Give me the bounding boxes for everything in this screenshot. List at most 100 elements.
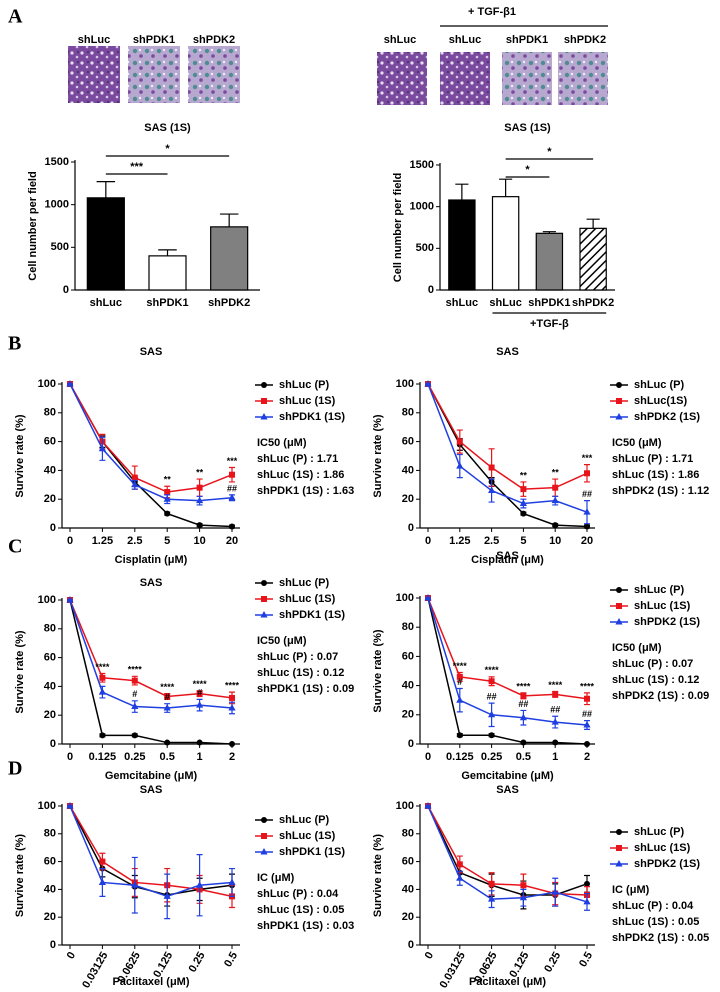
marker <box>131 474 138 481</box>
y-tick-label: 60 <box>44 652 56 664</box>
y-axis-label: Survive rate (%) <box>372 414 384 497</box>
marker <box>164 739 171 746</box>
y-tick-label: 60 <box>44 856 56 868</box>
y-tick-label: 80 <box>402 407 414 419</box>
chart: 0 500 1000 1500 SAS (1S) Cell number per fiel… <box>392 122 615 330</box>
image-label: shPDK1 <box>506 34 548 46</box>
x-tick-label: 2.5 <box>484 535 499 547</box>
marker <box>424 380 432 387</box>
marker <box>229 471 235 478</box>
marker <box>583 721 591 728</box>
marker <box>424 594 432 601</box>
series-line <box>69 599 233 745</box>
ic-title: IC50 (μM) <box>257 437 307 449</box>
marker <box>164 489 171 495</box>
marker <box>552 484 559 491</box>
legend-label: shLuc (P) <box>634 379 684 391</box>
x-tick-label: 0.25 <box>124 751 145 763</box>
marker <box>424 802 432 809</box>
legend-marker <box>261 833 267 839</box>
chart-title: SAS <box>140 577 163 589</box>
ic-line: shLuc (1S) : 0.12 <box>612 674 699 686</box>
y-axis-label: Survive rate (%) <box>14 834 26 917</box>
y-tick-label: 100 <box>396 592 414 604</box>
marker <box>66 380 74 387</box>
sig-label: * <box>525 164 530 176</box>
y-tick-label: 80 <box>44 828 56 840</box>
x-tick-label: 1 <box>552 751 558 763</box>
bar <box>148 255 187 291</box>
legend-marker <box>615 618 623 625</box>
image-label: shLuc <box>78 34 110 46</box>
sig-label: **** <box>516 681 531 691</box>
y-tick-label: 1000 <box>410 201 434 213</box>
error-bar <box>586 218 600 229</box>
y-tick-label: 0 <box>428 284 434 296</box>
legend-label: shLuc (1S) <box>634 842 691 854</box>
legend-label: shLuc (P) <box>634 826 684 838</box>
bar <box>579 227 607 291</box>
panel-letter: D <box>8 758 22 780</box>
marker <box>488 710 496 718</box>
y-tick-label: 1500 <box>45 156 69 168</box>
chart: 0 20 40 60 80 100 SAS Survive rate (%) 0 0.125 0.2… <box>372 550 709 782</box>
x-tick-label: 0.03125 <box>80 950 110 990</box>
legend-label: shLuc (1S) <box>279 395 336 407</box>
marker <box>520 692 527 699</box>
y-tick-label: 100 <box>38 800 56 812</box>
group-label: +TGF-β <box>530 318 569 330</box>
marker <box>131 677 138 684</box>
legend-marker <box>616 829 622 835</box>
sig-label: **** <box>580 681 595 691</box>
legend-marker <box>616 587 622 593</box>
ic-line: shPDK2 (1S) : 1.12 <box>612 485 709 497</box>
ic-line: shLuc (1S) : 0.05 <box>257 904 344 916</box>
x-axis-label: Cisplatin (μM) <box>115 554 188 566</box>
legend-marker <box>616 382 622 388</box>
marker <box>520 739 527 746</box>
y-tick-label: 100 <box>38 378 56 390</box>
marker <box>583 508 591 515</box>
series-line <box>427 805 588 903</box>
ic-line: shLuc (1S) : 0.12 <box>257 667 344 679</box>
x-tick-label: shPDK1 <box>528 297 570 309</box>
y-axis-label: Survive rate (%) <box>14 414 26 497</box>
x-tick-label: 5 <box>520 535 526 547</box>
marker <box>131 881 139 888</box>
ic-line: shLuc (1S) : 0.05 <box>612 916 699 928</box>
sig-label: # <box>197 688 202 698</box>
image-label: shPDK2 <box>193 34 235 46</box>
y-axis-label: Cell number per field <box>27 171 39 280</box>
y-tick-label: 40 <box>44 680 56 692</box>
x-tick-label: shPDK1 <box>146 297 188 309</box>
marker <box>98 878 106 885</box>
legend-marker <box>616 845 622 851</box>
marker <box>229 523 235 530</box>
marker <box>229 741 235 747</box>
marker <box>228 704 236 711</box>
legend-label: shPDK2 (1S) <box>634 858 700 870</box>
legend-marker <box>260 611 268 618</box>
sig-label: **** <box>485 665 500 675</box>
micrograph <box>377 52 427 105</box>
marker <box>488 895 496 902</box>
x-tick-label: 0.5 <box>160 751 175 763</box>
x-tick-label: 2.5 <box>127 535 142 547</box>
sig-label: ## <box>550 705 560 715</box>
micrograph <box>440 52 490 105</box>
legend-label: shLuc (P) <box>279 379 329 391</box>
series-line <box>427 597 588 700</box>
marker <box>456 696 464 703</box>
marker <box>456 673 463 680</box>
series-line <box>69 805 233 898</box>
x-tick-label: 0.5 <box>516 751 531 763</box>
x-tick-label: 0.125 <box>89 751 117 763</box>
marker <box>456 438 463 445</box>
series-line <box>69 383 233 493</box>
marker <box>196 701 204 708</box>
sig-label: * <box>547 146 552 158</box>
x-tick-label: 10 <box>193 535 205 547</box>
y-tick-label: 60 <box>402 436 414 448</box>
y-tick-label: 40 <box>44 464 56 476</box>
marker <box>163 892 171 899</box>
